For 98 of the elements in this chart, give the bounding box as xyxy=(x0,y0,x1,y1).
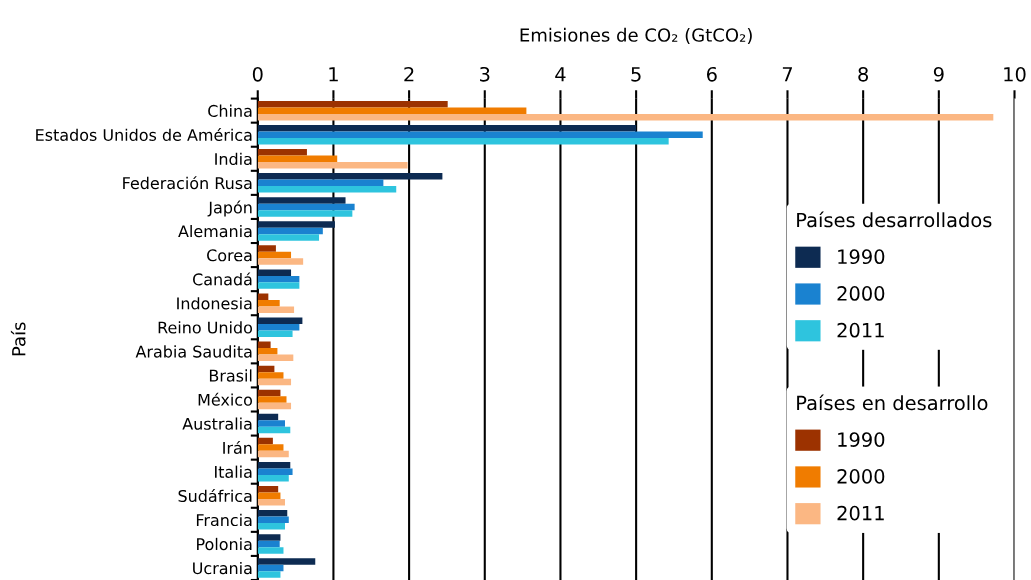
bar xyxy=(257,540,280,548)
bar xyxy=(257,420,285,427)
annotation: Países en desarrollo xyxy=(797,394,988,411)
x-tick-label: 5 xyxy=(631,67,641,82)
legend-label: 2011 xyxy=(837,322,884,338)
bar xyxy=(257,402,292,410)
bar xyxy=(257,499,285,506)
bar xyxy=(257,413,279,421)
y-tick-label: Federación Rusa xyxy=(123,176,252,190)
bar xyxy=(257,444,284,451)
y-tick-label: Canadá xyxy=(193,272,252,286)
bar xyxy=(257,486,279,493)
bar xyxy=(257,341,271,349)
bar xyxy=(257,173,443,180)
bar xyxy=(257,516,289,524)
bar xyxy=(257,523,285,530)
x-tick-label: 4 xyxy=(555,67,566,82)
bar xyxy=(257,203,355,211)
y-tick-label: Arabia Saudita xyxy=(135,345,252,358)
legend-label: 2000 xyxy=(837,469,885,484)
y-tick-label: Francia xyxy=(196,513,252,527)
bar xyxy=(257,474,289,482)
bar xyxy=(257,372,284,379)
bar xyxy=(257,354,294,362)
bar xyxy=(257,251,292,259)
bar xyxy=(257,179,384,187)
y-tick-label: India xyxy=(215,152,252,166)
bar xyxy=(257,317,303,325)
y-tick-label: Reino Unido xyxy=(158,321,253,334)
x-tick-label: 0 xyxy=(252,66,263,82)
legend-label: 2011 xyxy=(837,505,884,521)
bar xyxy=(257,275,300,283)
bar xyxy=(257,113,994,121)
bar xyxy=(257,547,284,554)
y-tick-label: Polonia xyxy=(197,537,252,551)
bar xyxy=(257,210,353,217)
bar xyxy=(257,571,281,578)
x-tick-label: 8 xyxy=(858,66,869,82)
x-tick-label: 6 xyxy=(706,66,717,82)
bar xyxy=(257,468,293,475)
bar xyxy=(257,437,273,445)
y-tick-label: Irán xyxy=(223,440,252,454)
bar xyxy=(257,510,288,517)
bar xyxy=(257,299,280,307)
bar xyxy=(257,378,292,386)
bar xyxy=(257,107,527,114)
y-tick-label: China xyxy=(208,104,252,117)
x-tick-label: 9 xyxy=(933,66,944,82)
y-tick-label: Sudáfrica xyxy=(178,489,252,503)
bar xyxy=(257,558,316,565)
bar xyxy=(257,306,295,313)
bar xyxy=(257,162,408,169)
y-axis-title: País xyxy=(10,322,26,356)
bar xyxy=(257,149,307,156)
bar xyxy=(257,324,300,331)
bar xyxy=(257,282,300,289)
y-tick-label: Italia xyxy=(215,465,252,478)
y-tick-label: Japón xyxy=(207,200,252,217)
legend-label: 2000 xyxy=(837,286,885,301)
y-tick-label: Estados Unidos de América xyxy=(36,128,252,141)
bar xyxy=(257,534,281,541)
y-tick-label: Indonesia xyxy=(177,297,252,310)
x-tick-label: 2 xyxy=(404,66,414,82)
x-tick-label: 3 xyxy=(480,66,490,82)
bar xyxy=(257,258,304,265)
bar xyxy=(257,348,278,355)
y-tick-label: Corea xyxy=(207,249,252,262)
bar xyxy=(257,450,289,458)
y-tick-label: Australia xyxy=(182,417,252,430)
bar xyxy=(257,564,284,572)
bar xyxy=(257,234,320,241)
y-tick-label: Brasil xyxy=(209,369,252,382)
y-tick-label: México xyxy=(198,392,253,406)
bar xyxy=(257,330,293,338)
bar xyxy=(257,221,335,228)
y-tick-label: Ucrania xyxy=(193,561,252,575)
bar xyxy=(257,100,448,108)
bar xyxy=(257,396,287,403)
x-tick-label: 10 xyxy=(1004,66,1026,82)
x-axis-title: Emisiones de CO₂ (GtCO₂) xyxy=(520,27,752,44)
bar xyxy=(257,293,269,300)
bar xyxy=(257,124,637,132)
bar xyxy=(257,461,291,469)
bar xyxy=(257,155,338,163)
bar xyxy=(257,186,397,193)
legend-label: 1990 xyxy=(838,432,885,447)
legend-label: 1990 xyxy=(838,249,885,265)
y-tick-label: Alemania xyxy=(178,224,252,238)
bar xyxy=(257,197,346,204)
x-tick-label: 7 xyxy=(782,67,792,82)
bar xyxy=(257,245,276,252)
bar xyxy=(257,269,292,276)
annotation: Países desarrollados xyxy=(797,211,992,228)
bar xyxy=(257,227,323,235)
bar xyxy=(257,426,291,434)
bar xyxy=(257,137,669,145)
bar xyxy=(257,131,703,138)
x-tick-label: 1 xyxy=(329,67,338,82)
